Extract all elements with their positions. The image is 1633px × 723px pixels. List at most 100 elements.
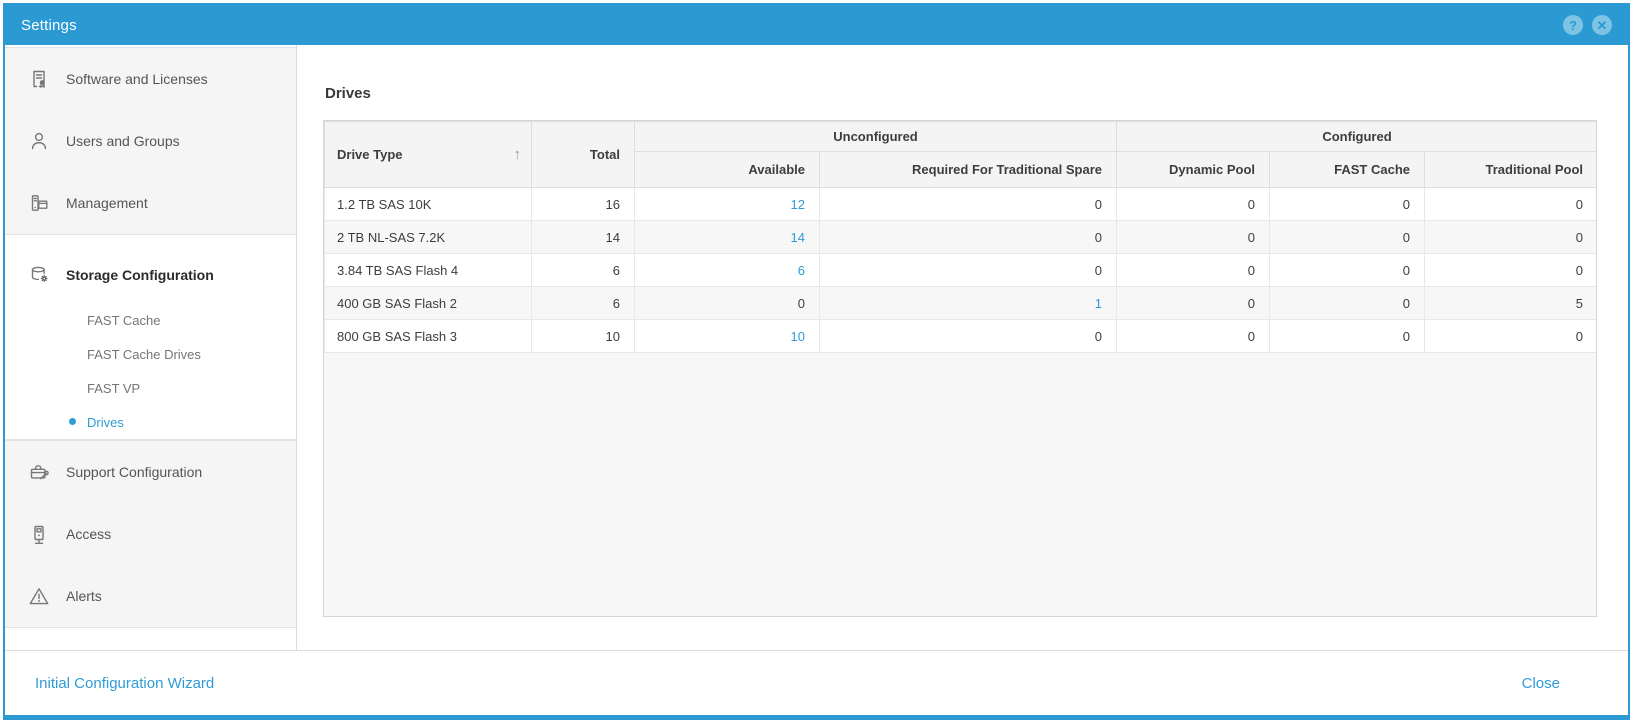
cell-dynamic-pool: 0 xyxy=(1116,187,1270,221)
sidebar-item-label: Users and Groups xyxy=(66,133,180,149)
cell-total: 6 xyxy=(531,286,635,320)
table-row[interactable]: 1.2 TB SAS 10K 16 12 0 0 0 0 xyxy=(324,187,1596,221)
cell-link-available[interactable]: 6 xyxy=(797,262,805,278)
cell-total: 14 xyxy=(531,220,635,254)
sidebar-item-fast-vp[interactable]: FAST VP xyxy=(5,371,296,405)
cell-fast-cache: 0 xyxy=(1269,286,1425,320)
license-icon xyxy=(27,67,51,91)
column-group-unconfigured: Unconfigured xyxy=(634,121,1117,152)
content-area: Drives Drive Type ↑ xyxy=(297,45,1628,650)
column-header-total[interactable]: Total xyxy=(531,121,635,188)
cell-dynamic-pool: 0 xyxy=(1116,319,1270,353)
sidebar-item-label: Access xyxy=(66,526,112,542)
cell-drive-type: 1.2 TB SAS 10K xyxy=(324,187,532,221)
sidebar-group: Support Configuration Access Alerts xyxy=(5,440,296,628)
cell-available: 0 xyxy=(634,286,820,320)
cell-required-spare: 0 xyxy=(819,253,1117,287)
settings-dialog: Settings ? ✕ Software and Licenses Users … xyxy=(3,3,1630,720)
sidebar-item-label: Software and Licenses xyxy=(66,71,208,87)
user-icon xyxy=(27,129,51,153)
support-icon xyxy=(27,460,51,484)
cell-drive-type: 2 TB NL-SAS 7.2K xyxy=(324,220,532,254)
sidebar-item-software-and-licenses[interactable]: Software and Licenses xyxy=(5,48,296,110)
sidebar-item-label: FAST Cache xyxy=(87,312,161,328)
cell-available: 14 xyxy=(634,220,820,254)
cell-dynamic-pool: 0 xyxy=(1116,286,1270,320)
title-bar: Settings ? ✕ xyxy=(5,5,1628,45)
close-button[interactable]: Close xyxy=(1521,674,1560,692)
cell-link-available[interactable]: 14 xyxy=(790,229,805,245)
column-header-traditional-pool[interactable]: Traditional Pool xyxy=(1423,151,1596,188)
column-group-configured: Configured xyxy=(1115,121,1596,152)
help-icon[interactable]: ? xyxy=(1563,15,1583,35)
cell-drive-type: 800 GB SAS Flash 3 xyxy=(324,319,532,353)
sidebar-item-drives[interactable]: Drives xyxy=(5,405,296,439)
column-header-fast-cache[interactable]: FAST Cache xyxy=(1269,151,1425,188)
sidebar-item-label: Drives xyxy=(87,414,124,430)
sidebar-item-users-and-groups[interactable]: Users and Groups xyxy=(5,110,296,172)
dialog-title: Settings xyxy=(21,16,77,34)
management-icon xyxy=(27,191,51,215)
sidebar-item-label: FAST Cache Drives xyxy=(87,346,201,362)
sidebar-item-support-configuration[interactable]: Support Configuration xyxy=(5,441,296,503)
cell-traditional-pool: 5 xyxy=(1423,286,1596,320)
selected-item-bullet-icon xyxy=(69,418,76,425)
table-row[interactable]: 2 TB NL-SAS 7.2K 14 14 0 0 0 0 xyxy=(324,220,1596,254)
cell-link-available[interactable]: 10 xyxy=(790,328,805,344)
page-title: Drives xyxy=(325,85,371,102)
sidebar-item-storage-configuration[interactable]: Storage Configuration xyxy=(5,247,296,303)
cell-fast-cache: 0 xyxy=(1269,319,1425,353)
sidebar-item-label: Management xyxy=(66,195,148,211)
column-header-available[interactable]: Available xyxy=(634,151,820,188)
footer-bar: Initial Configuration Wizard Close xyxy=(5,650,1628,715)
cell-required-spare: 0 xyxy=(819,319,1117,353)
sidebar-group: Software and Licenses Users and Groups Man… xyxy=(5,47,296,235)
sidebar-group: Storage Configuration FAST Cache FAST Cach… xyxy=(5,247,296,440)
cell-traditional-pool: 0 xyxy=(1423,187,1596,221)
sidebar: Software and Licenses Users and Groups Man… xyxy=(5,45,297,650)
sidebar-item-alerts[interactable]: Alerts xyxy=(5,565,296,627)
cell-total: 6 xyxy=(531,253,635,287)
cell-total: 16 xyxy=(531,187,635,221)
cell-dynamic-pool: 0 xyxy=(1116,220,1270,254)
sidebar-item-label: FAST VP xyxy=(87,380,141,396)
cell-fast-cache: 0 xyxy=(1269,253,1425,287)
sidebar-item-fast-cache[interactable]: FAST Cache xyxy=(5,303,296,337)
cell-traditional-pool: 0 xyxy=(1423,319,1596,353)
dialog-body: Software and Licenses Users and Groups Man… xyxy=(5,45,1628,650)
sidebar-item-label: Alerts xyxy=(66,588,102,604)
cell-link-required-spare[interactable]: 1 xyxy=(1094,295,1102,311)
cell-required-spare: 0 xyxy=(819,187,1117,221)
cell-fast-cache: 0 xyxy=(1269,220,1425,254)
drives-table-panel: Drive Type ↑ Total Unconfigured Configur… xyxy=(323,120,1597,617)
drives-table-body: 1.2 TB SAS 10K 16 12 0 0 0 0 2 TB NL-SAS 7.2K 14… xyxy=(324,187,1596,353)
table-row[interactable]: 800 GB SAS Flash 3 10 10 0 0 0 0 xyxy=(324,319,1596,353)
sidebar-item-label: Support Configuration xyxy=(66,464,203,480)
column-header-required-spare[interactable]: Required For Traditional Spare xyxy=(819,151,1117,188)
initial-configuration-wizard-link[interactable]: Initial Configuration Wizard xyxy=(35,674,215,692)
column-header-dynamic-pool[interactable]: Dynamic Pool xyxy=(1116,151,1270,188)
sidebar-item-fast-cache-drives[interactable]: FAST Cache Drives xyxy=(5,337,296,371)
cell-link-available[interactable]: 12 xyxy=(790,196,805,212)
alert-icon xyxy=(27,584,51,608)
cell-available: 10 xyxy=(634,319,820,353)
sidebar-item-access[interactable]: Access xyxy=(5,503,296,565)
cell-available: 6 xyxy=(634,253,820,287)
cell-traditional-pool: 0 xyxy=(1423,253,1596,287)
drive-type-label: Drive Type xyxy=(337,147,403,162)
cell-fast-cache: 0 xyxy=(1269,187,1425,221)
cell-dynamic-pool: 0 xyxy=(1116,253,1270,287)
sidebar-item-management[interactable]: Management xyxy=(5,172,296,234)
cell-drive-type: 3.84 TB SAS Flash 4 xyxy=(324,253,532,287)
sort-ascending-icon: ↑ xyxy=(513,146,522,163)
cell-required-spare: 1 xyxy=(819,286,1117,320)
access-icon xyxy=(27,522,51,546)
column-header-drive-type[interactable]: Drive Type ↑ xyxy=(324,121,532,188)
cell-available: 12 xyxy=(634,187,820,221)
titlebar-actions: ? ✕ xyxy=(1563,15,1612,35)
storage-gear-icon xyxy=(27,263,51,287)
close-icon[interactable]: ✕ xyxy=(1592,15,1612,35)
sidebar-item-label: Storage Configuration xyxy=(66,267,214,283)
